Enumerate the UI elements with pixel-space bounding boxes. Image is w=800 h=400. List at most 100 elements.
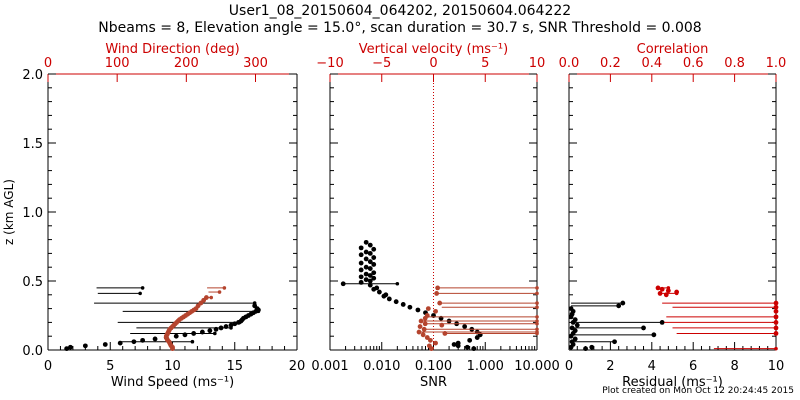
snr-panel-snr-point — [363, 271, 369, 277]
residual-panel-top-tick-label: 0.8 — [724, 56, 745, 71]
wind-panel-y-tick-label: 1.0 — [22, 206, 43, 221]
snr-panel-snr-point — [367, 273, 373, 278]
snr-panel-snr-point — [371, 262, 377, 267]
snr-panel-snr-point — [462, 324, 468, 329]
wind-panel-wind-direction-segment-end — [217, 290, 222, 294]
wind-panel-wind-speed-point — [182, 332, 188, 338]
snr-panel-snr-point — [371, 246, 377, 252]
wind-panel-y-tick-label: 0.0 — [22, 344, 43, 359]
snr-panel-bottom-tick-label: 1.000 — [467, 359, 504, 374]
snr-panel-snr-point — [471, 346, 477, 352]
wind-panel-wind-speed-point — [207, 328, 213, 334]
wind-panel-wind-speed-point — [232, 321, 238, 327]
snr-panel-snr-point — [358, 245, 364, 251]
snr-panel-snr-segment-end — [395, 281, 400, 286]
snr-panel-snr-point — [467, 337, 473, 343]
residual-panel-residual-point — [574, 322, 580, 328]
residual-panel-correlation-point — [773, 320, 779, 325]
wind-panel-wind-speed-point — [228, 322, 234, 328]
snr-panel-vertical-velocity-segment-end — [535, 301, 539, 305]
wind-panel-bottom-axis-label: Wind Speed (ms⁻¹) — [111, 375, 234, 390]
residual-panel-bottom-tick-label: 8 — [730, 359, 738, 374]
snr-panel-vertical-velocity-segment-end — [535, 291, 539, 296]
snr-panel-snr-point — [371, 275, 377, 281]
snr-panel-snr-point — [363, 264, 369, 270]
snr-panel-vertical-velocity-point — [442, 331, 448, 336]
wind-panel-wind-speed-point — [117, 340, 123, 346]
snr-panel-bottom-tick-label: 10.000 — [514, 359, 560, 374]
wind-panel-wind-speed-segment-end — [213, 331, 217, 336]
residual-panel-correlation-point — [773, 300, 779, 306]
wind-panel-wind-speed-point — [140, 337, 146, 343]
wind-panel-top-tick-label: 300 — [243, 56, 268, 71]
wind-panel-top-tick-label: 0 — [44, 56, 52, 71]
wind-panel-wind-speed-point — [152, 336, 158, 342]
wind-panel-wind-speed-segment-end — [138, 291, 142, 296]
wind-panel-bottom-tick-label: 0 — [44, 359, 52, 374]
snr-panel-snr-point — [371, 286, 377, 292]
wind-panel-wind-direction-segment-end — [222, 286, 227, 290]
snr-panel-bottom-tick-label: 0.100 — [415, 359, 452, 374]
residual-panel-top-axis-label: Correlation — [637, 42, 709, 57]
snr-panel-vertical-velocity-segment-end — [535, 321, 539, 326]
wind-panel-wind-speed-point — [173, 333, 179, 339]
snr-panel-top-axis-label: Vertical velocity (ms⁻¹) — [359, 42, 508, 57]
wind-panel-wind-speed-point — [82, 343, 88, 349]
snr-panel-vertical-velocity-point — [429, 346, 434, 352]
residual-panel-correlation-point — [773, 308, 779, 314]
residual-panel-correlation-point — [663, 292, 669, 298]
residual-panel-correlation-segment-end — [774, 346, 778, 351]
snr-panel-top-tick-label: 5 — [481, 56, 489, 71]
snr-panel-vertical-velocity-segment-end — [535, 305, 539, 310]
wind-panel-wind-speed-point — [191, 331, 197, 336]
residual-panel-residual-point — [569, 325, 575, 331]
wind-panel-wind-speed-segment-end — [190, 339, 195, 344]
residual-panel-correlation-point — [773, 331, 779, 336]
snr-panel-snr-point — [400, 302, 406, 307]
snr-panel-snr-point — [474, 335, 480, 340]
residual-panel-bottom-axis-label: Residual (ms⁻¹) — [622, 375, 723, 390]
wind-panel-wind-speed-point — [199, 329, 205, 335]
snr-panel-vertical-velocity-point — [433, 340, 438, 346]
residual-panel-residual-point — [572, 336, 578, 342]
snr-panel-vertical-velocity-point — [420, 332, 426, 338]
snr-panel-snr-point — [358, 260, 364, 266]
snr-panel-vertical-velocity-point — [437, 300, 443, 306]
wind-panel-y-axis-label: z (km AGL) — [2, 179, 16, 245]
wind-panel-top-tick-label: 200 — [174, 56, 199, 71]
snr-panel-snr-point — [386, 296, 392, 302]
snr-panel-vertical-velocity-point — [417, 324, 423, 329]
snr-panel-vertical-velocity-segment-end — [535, 319, 539, 323]
snr-panel-snr-point — [363, 277, 369, 283]
residual-panel-correlation-point — [773, 325, 779, 331]
residual-panel-correlation-point — [773, 314, 779, 320]
figure-subtitle: Nbeams = 8, Elevation angle = 15.0°, sca… — [98, 20, 702, 36]
residual-panel-residual-point — [568, 314, 574, 320]
snr-panel-top-tick-label: −10 — [316, 56, 343, 71]
snr-panel-snr-point — [367, 266, 373, 271]
residual-panel-residual-point — [659, 320, 665, 325]
residual-panel-top-tick-label: 0.4 — [641, 56, 662, 71]
snr-panel-snr-point — [358, 267, 364, 273]
residual-panel-correlation-point — [665, 288, 671, 294]
snr-panel-snr-point — [381, 293, 387, 299]
snr-panel-snr-point — [393, 299, 399, 305]
wind-panel-y-tick-label: 1.5 — [22, 137, 43, 152]
plot-created-note: Plot created on Mon Oct 12 20:24:45 2015 — [602, 386, 794, 396]
residual-panel-residual-point — [641, 325, 646, 331]
snr-panel-snr-point — [367, 251, 373, 256]
snr-panel-top-tick-label: −5 — [372, 56, 391, 71]
wind-panel-wind-speed-point — [223, 324, 229, 329]
snr-panel-snr-point — [407, 304, 413, 310]
snr-panel-vertical-velocity-segment-end — [535, 286, 539, 290]
snr-panel-vertical-velocity-point — [435, 285, 441, 291]
residual-panel-correlation-point — [674, 289, 680, 295]
snr-panel-snr-point — [415, 307, 421, 313]
residual-panel-correlation-point — [659, 286, 665, 292]
residual-panel-residual-point — [620, 300, 626, 306]
snr-panel-snr-point — [358, 252, 364, 258]
wind-panel-wind-speed-point — [131, 339, 137, 345]
figure-title: User1_08_20150604_064202, 20150604.06422… — [228, 3, 572, 19]
wind-panel-wind-speed-point — [102, 342, 108, 347]
snr-panel-vertical-velocity-point — [422, 315, 428, 321]
